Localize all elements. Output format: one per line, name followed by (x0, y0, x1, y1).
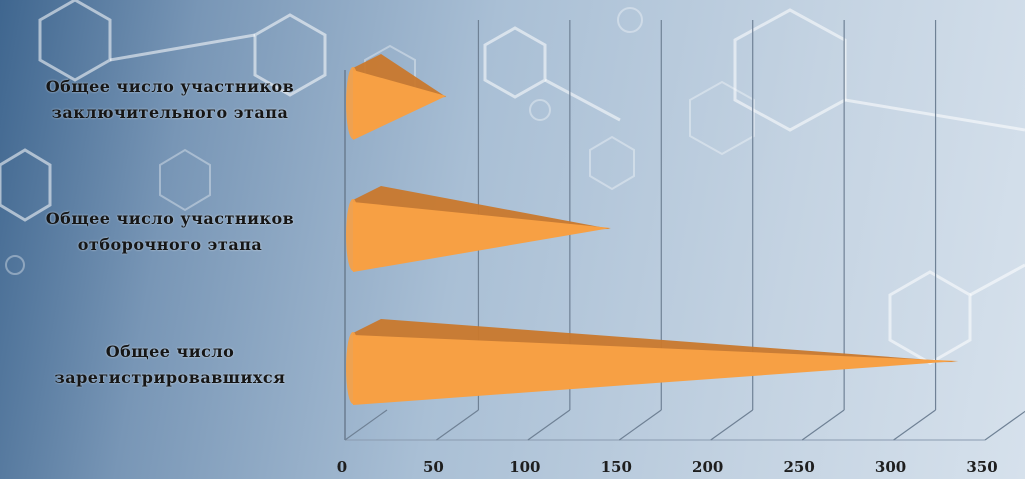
gridline-floor (984, 410, 1025, 441)
cone-bar-front-face (353, 70, 447, 140)
cone-bar (346, 186, 611, 272)
gridline-floor (527, 409, 571, 441)
category-label: Общее число зарегистрировавшихся (54, 342, 286, 387)
cone-bar (346, 54, 447, 140)
cone-bar (346, 319, 959, 405)
cone-bar-front-face (353, 335, 959, 405)
x-tick-label: 350 (966, 458, 997, 476)
gridline-floor (618, 409, 662, 441)
chart-bars (346, 54, 959, 405)
gridline-floor (710, 409, 754, 441)
cone-bar-base (346, 67, 360, 139)
x-tick-label: 150 (601, 458, 632, 476)
x-tick-label: 50 (423, 458, 444, 476)
cone-bar-front-face (353, 202, 611, 272)
x-tick-label: 200 (692, 458, 723, 476)
x-tick-label: 0 (337, 458, 347, 476)
category-label: Общее число участников заключительного э… (45, 77, 295, 122)
category-label: Общее число участников отборочного этапа (45, 209, 295, 254)
gridline-floor (436, 409, 479, 441)
x-tick-label: 300 (875, 458, 906, 476)
gridline-floor (893, 409, 936, 441)
gridline-floor (344, 409, 388, 441)
x-tick-label: 250 (783, 458, 814, 476)
x-axis-ticks: 0 50 100 150 200 250 300 350 (337, 458, 998, 476)
cone-bar-base (346, 332, 360, 404)
cone-bar-base (346, 199, 360, 271)
gridline-floor (801, 409, 845, 441)
x-tick-label: 100 (509, 458, 540, 476)
